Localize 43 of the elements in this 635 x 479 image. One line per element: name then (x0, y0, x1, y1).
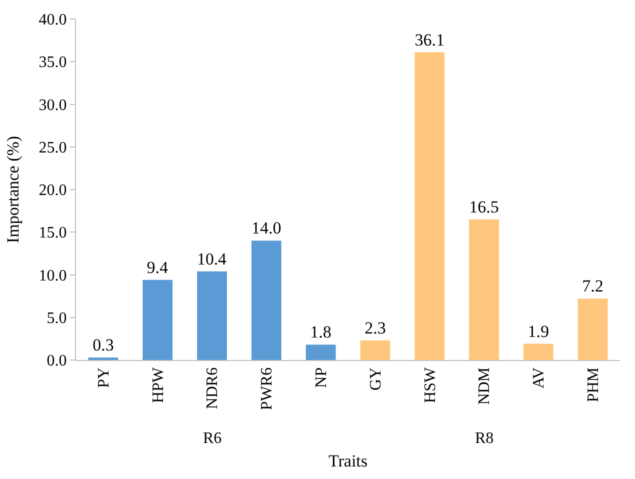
x-tick-label: NDM (476, 367, 494, 405)
data-label: 2.3 (364, 318, 386, 338)
bar (360, 340, 390, 360)
data-label: 1.9 (528, 322, 550, 341)
y-axis-title: Importance (%) (3, 136, 22, 244)
x-tick-label: HPW (150, 366, 167, 403)
x-tick-label: PY (95, 366, 112, 388)
data-label: 9.4 (146, 258, 168, 277)
x-tick-label: NP (313, 367, 330, 388)
y-tick-label: 0.0 (46, 352, 67, 370)
data-label: 14.0 (252, 218, 282, 238)
text: R8 (475, 430, 494, 447)
x-tick-label: GY (367, 366, 384, 391)
y-tick-label: 40.0 (38, 12, 67, 29)
bar (306, 344, 336, 360)
x-tick-label: PHM (585, 367, 602, 402)
x-tick-label: NDR6 (204, 367, 222, 410)
data-label: 10.4 (197, 249, 228, 268)
data-label: 1.8 (310, 322, 332, 342)
x-axis-title: Traits (328, 451, 368, 470)
y-tick-label: 35.0 (38, 54, 67, 72)
bar (414, 52, 445, 360)
data-label: 0.3 (92, 335, 114, 354)
bar (251, 240, 282, 360)
bar (469, 219, 499, 360)
y-tick-label: 30.0 (38, 96, 67, 114)
data-label: 16.5 (469, 197, 499, 216)
x-tick-label: AV (530, 366, 548, 388)
y-tick-label: 5.0 (46, 310, 67, 327)
bar (142, 280, 173, 360)
bar (578, 298, 608, 360)
y-tick-label: 15.0 (38, 224, 67, 242)
x-tick-label: HSW (422, 366, 439, 403)
bar (88, 357, 118, 360)
x-tick-label: PWR6 (258, 367, 276, 410)
bar (197, 271, 227, 360)
bar (523, 344, 554, 360)
data-label: 7.2 (582, 276, 604, 296)
text: R6 (203, 430, 222, 447)
data-label: 36.1 (414, 30, 444, 50)
y-tick-label: 25.0 (38, 139, 67, 156)
y-tick-label: 10.0 (38, 267, 67, 284)
y-tick-label: 20.0 (38, 182, 67, 200)
